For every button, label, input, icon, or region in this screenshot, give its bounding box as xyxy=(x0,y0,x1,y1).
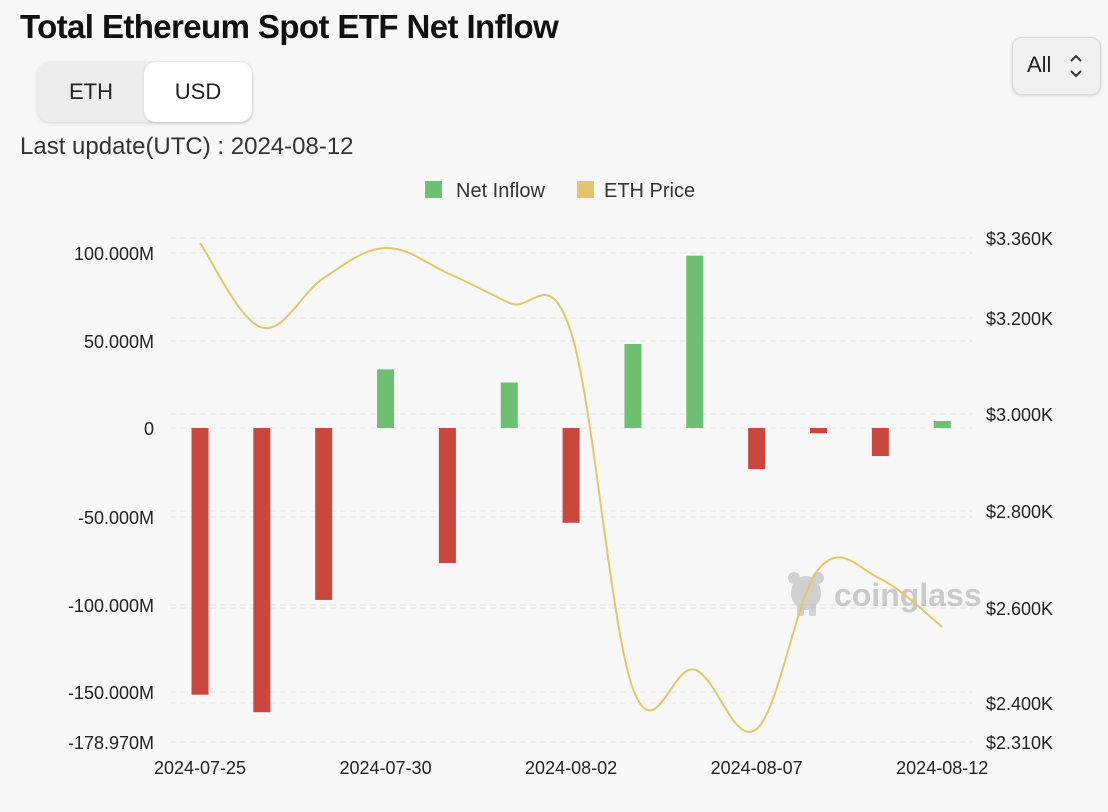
eth-price-line xyxy=(199,242,943,733)
net-inflow-bar xyxy=(933,421,951,428)
y-right-tick-label: $3.360K xyxy=(986,229,1053,249)
x-tick-label: 2024-08-02 xyxy=(525,758,617,778)
y-right-tick-label: $3.000K xyxy=(986,405,1053,425)
net-inflow-bar xyxy=(438,428,456,564)
watermark: coinglass xyxy=(788,572,982,616)
y-left-tick-label: 50.000M xyxy=(84,332,154,352)
y-right-tick-label: $2.400K xyxy=(986,694,1053,714)
legend-swatch-eth-price xyxy=(577,181,594,198)
x-tick-label: 2024-07-25 xyxy=(154,758,246,778)
y-left-tick-label: -100.000M xyxy=(68,596,154,616)
legend-label-eth-price: ETH Price xyxy=(604,180,695,202)
y-left-tick-label: 100.000M xyxy=(74,244,154,264)
watermark-text: coinglass xyxy=(834,577,982,613)
legend-swatch-net-inflow xyxy=(425,181,442,198)
net-inflow-bar xyxy=(191,428,209,695)
y-right-tick-label: $2.800K xyxy=(986,502,1053,522)
net-inflow-bar xyxy=(253,428,271,713)
y-left-tick-label: -150.000M xyxy=(68,683,154,703)
net-inflow-bar xyxy=(871,428,889,457)
range-select-value: All xyxy=(1027,52,1052,77)
chart-grid xyxy=(170,237,972,743)
net-inflow-bar xyxy=(315,428,333,600)
y-right-tick-label: $3.200K xyxy=(986,309,1053,329)
y-right-tick-label: $2.600K xyxy=(986,599,1053,619)
chevron-updown-icon xyxy=(1070,54,1082,78)
net-inflow-bar xyxy=(810,428,827,434)
net-inflow-bar xyxy=(377,369,395,428)
y-left-tick-label: 0 xyxy=(144,419,154,439)
y-left-tick-label: -50.000M xyxy=(78,508,154,528)
net-inflow-bar xyxy=(624,344,642,428)
unit-eth-button[interactable]: ETH xyxy=(69,79,113,104)
net-inflow-bar xyxy=(686,255,704,428)
x-tick-label: 2024-08-12 xyxy=(896,758,988,778)
y-right-tick-label: $2.310K xyxy=(986,733,1053,753)
unit-usd-button[interactable]: USD xyxy=(144,62,252,122)
unit-toggle[interactable]: ETH USD xyxy=(38,62,252,122)
x-tick-label: 2024-07-30 xyxy=(340,758,432,778)
chart-legend: Net Inflow ETH Price xyxy=(425,180,695,202)
page-title: Total Ethereum Spot ETF Net Inflow xyxy=(20,8,559,45)
last-update: Last update(UTC) : 2024-08-12 xyxy=(20,133,354,160)
range-select[interactable]: All xyxy=(1012,37,1101,95)
net-inflow-bar xyxy=(562,428,580,523)
net-inflow-bar xyxy=(748,428,766,470)
y-left-tick-label: -178.970M xyxy=(68,733,154,753)
chart-axes: 100.000M 50.000M 0 -50.000M -100.000M -150.00… xyxy=(68,229,1053,778)
legend-label-net-inflow: Net Inflow xyxy=(456,180,545,202)
net-inflow-bar xyxy=(500,382,518,428)
net-inflow-bars xyxy=(191,255,951,713)
x-tick-label: 2024-08-07 xyxy=(711,758,803,778)
